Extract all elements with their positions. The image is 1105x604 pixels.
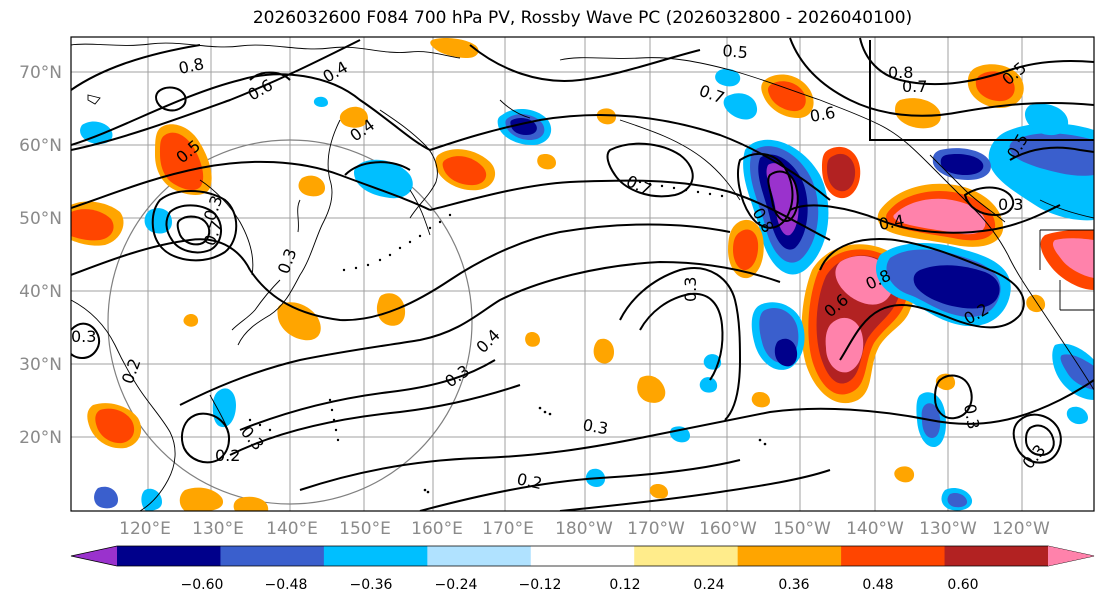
colorbar-segments [70, 545, 1095, 567]
lon-label-170e: 170°E [482, 519, 534, 539]
contour-label: 0.3 [998, 195, 1023, 214]
lat-label-30n: 30°N [19, 355, 62, 375]
colorbar-tick: −0.60 [181, 577, 224, 593]
reference-circle [107, 139, 473, 505]
longitude-labels: 120°E 130°E 140°E 150°E 160°E 170°E 180°… [119, 519, 1050, 539]
colorbar-tick: −0.36 [350, 577, 393, 593]
colorbar: −0.60 −0.48 −0.36 −0.24 −0.12 0.12 0.24 … [70, 545, 1095, 593]
lat-label-70n: 70°N [19, 63, 62, 83]
colorbar-tick: 0.12 [609, 577, 640, 593]
contour-label: 0.4 [877, 211, 905, 234]
colorbar-segment [944, 546, 1049, 566]
pv-contours [71, 37, 1094, 511]
contour-label: 0.5 [722, 41, 749, 62]
lon-label-160e: 160°E [411, 519, 463, 539]
contour-label: 0.3 [71, 327, 96, 346]
lon-label-140w: 140°W [846, 519, 904, 539]
colorbar-tick: 0.24 [693, 577, 724, 593]
colorbar-extend-high [1048, 546, 1094, 566]
contour-label: 0.2 [215, 446, 240, 465]
colorbar-segment [634, 546, 739, 566]
map-title: 2026032600 F084 700 hPa PV, Rossby Wave … [252, 8, 913, 28]
contour-label: 0.3 [960, 402, 983, 430]
colorbar-segment [427, 546, 532, 566]
lat-label-50n: 50°N [19, 209, 62, 229]
lon-label-170w: 170°W [627, 519, 685, 539]
colorbar-tick: −0.24 [435, 577, 478, 593]
colorbar-tick: 0.48 [862, 577, 893, 593]
lat-label-60n: 60°N [19, 136, 62, 156]
lon-label-120e: 120°E [119, 519, 171, 539]
contour-label: 0.3 [681, 277, 700, 302]
colorbar-segment [841, 546, 946, 566]
colorbar-tick: 0.60 [947, 577, 978, 593]
lon-label-180w: 180°W [555, 519, 613, 539]
colorbar-segment [737, 546, 842, 566]
lon-label-150e: 150°E [339, 519, 391, 539]
colorbar-tick: −0.12 [519, 577, 562, 593]
colorbar-segment [323, 546, 428, 566]
lon-label-120w: 120°W [992, 519, 1050, 539]
contour-label: 0.6 [808, 103, 836, 126]
colorbar-tick: 0.36 [778, 577, 809, 593]
colorbar-tick-labels: −0.60 −0.48 −0.36 −0.24 −0.12 0.12 0.24 … [181, 577, 979, 593]
contour-label: 0.8 [177, 54, 206, 78]
contour-label: 0.3 [581, 415, 609, 438]
contour-label: 0.7 [902, 77, 927, 96]
colorbar-extend-low [71, 546, 117, 566]
lat-label-40n: 40°N [19, 282, 62, 302]
lon-label-130e: 130°E [192, 519, 244, 539]
lon-label-140e: 140°E [266, 519, 318, 539]
latitude-labels: 70°N 60°N 50°N 40°N 30°N 20°N [19, 63, 62, 448]
colorbar-segment [117, 546, 221, 566]
lon-label-150w: 150°W [773, 519, 831, 539]
island-dots [248, 178, 767, 494]
map-border [70, 36, 1095, 512]
coastlines [71, 42, 1094, 511]
lat-label-20n: 20°N [19, 428, 62, 448]
colorbar-tick: −0.48 [265, 577, 308, 593]
colorbar-segment [220, 546, 325, 566]
lon-label-130w: 130°W [919, 519, 977, 539]
contour-label: 0.2 [515, 469, 544, 493]
lon-label-160w: 160°W [699, 519, 757, 539]
contour-label: 0.8 [888, 63, 913, 82]
colorbar-segment [530, 546, 635, 566]
